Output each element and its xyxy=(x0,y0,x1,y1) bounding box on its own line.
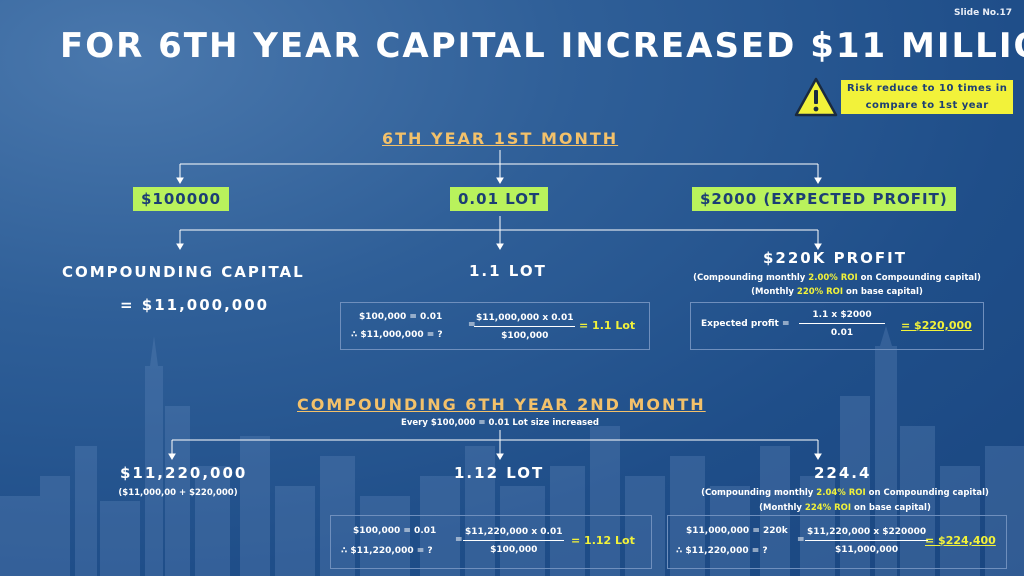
calc-equals: = xyxy=(455,535,463,545)
section1-lot-calculation: $100,000 = 0.01 ∴ $11,000,000 = ? = $11,… xyxy=(340,302,650,350)
fraction-numerator: $11,000,000 x 0.01 xyxy=(474,313,576,327)
warning-icon xyxy=(794,77,838,117)
text: on base capital) xyxy=(843,287,923,297)
calc-result: = 1.1 Lot xyxy=(579,319,636,332)
text: (Monthly xyxy=(759,503,805,513)
section1-profit-line1: (Compounding monthly 2.00% ROI on Compou… xyxy=(690,273,984,283)
text: on Compounding capital) xyxy=(857,273,981,283)
risk-note-line1: Risk reduce to 10 times in xyxy=(847,83,1008,94)
fraction-numerator: $11,220,000 x 0.01 xyxy=(463,527,565,541)
calc-fraction: $11,220,000 x 0.01 $100,000 xyxy=(463,527,565,555)
calc-label: Expected profit = xyxy=(701,319,790,329)
capital-box: $100000 xyxy=(133,187,230,211)
page-title: FOR 6TH YEAR CAPITAL INCREASED $11 MILLI… xyxy=(60,26,1024,66)
calc-line2: ∴ $11,000,000 = ? xyxy=(351,330,443,340)
section2-heading: COMPOUNDING 6TH YEAR 2ND MONTH xyxy=(297,395,706,414)
slide-number: Slide No.17 xyxy=(954,8,1012,18)
risk-note-line2: compare to 1st year xyxy=(865,100,989,111)
calc-fraction: $11,000,000 x 0.01 $100,000 xyxy=(474,313,576,341)
section1-profit-title: $220K PROFIT xyxy=(763,249,907,267)
calc-line1: $11,000,000 = 220k xyxy=(686,526,788,536)
roi-highlight: 224% ROI xyxy=(804,503,852,513)
calc-line2: ∴ $11,220,000 = ? xyxy=(341,546,433,556)
text: (Monthly xyxy=(751,287,797,297)
section2-capital-note: ($11,000,00 + $220,000) xyxy=(118,488,238,498)
fraction-numerator: 1.1 x $2000 xyxy=(799,310,885,324)
section2-lot-calculation: $100,000 = 0.01 ∴ $11,220,000 = ? = $11,… xyxy=(330,515,652,569)
calc-result: = 1.12 Lot xyxy=(571,534,635,547)
section2-profit-calculation: $11,000,000 = 220k ∴ $11,220,000 = ? = $… xyxy=(667,515,1007,569)
fraction-denominator: $100,000 xyxy=(490,545,538,555)
lot-box: 0.01 LOT xyxy=(450,187,549,211)
roi-highlight: 2.04% ROI xyxy=(816,488,866,498)
section1-lot: 1.1 LOT xyxy=(469,262,547,280)
section2-profit-line1: (Compounding monthly 2.04% ROI on Compou… xyxy=(670,488,1020,498)
calc-fraction: 1.1 x $2000 0.01 xyxy=(799,310,885,338)
compounding-capital-label: COMPOUNDING CAPITAL xyxy=(62,263,305,281)
calc-result: = $224,400 xyxy=(925,534,996,547)
section1-profit-line2: (Monthly 220% ROI on base capital) xyxy=(690,287,984,297)
calc-equals: = xyxy=(468,320,476,330)
calc-line1: $100,000 = 0.01 xyxy=(353,526,437,536)
calc-line2: ∴ $11,220,000 = ? xyxy=(676,546,768,556)
calc-fraction: $11,220,000 x $220000 $11,000,000 xyxy=(805,527,929,555)
text: (Compounding monthly xyxy=(701,488,817,498)
calc-equals: = xyxy=(797,535,805,545)
fraction-denominator: 0.01 xyxy=(830,328,854,338)
city-skyline-background xyxy=(0,326,1024,576)
section1-profit-calculation: Expected profit = 1.1 x $2000 0.01 = $22… xyxy=(690,302,984,350)
calc-result: = $220,000 xyxy=(901,319,972,332)
section2-capital: $11,220,000 xyxy=(120,464,248,482)
compounding-capital-value: = $11,000,000 xyxy=(120,296,270,314)
section2-lot: 1.12 LOT xyxy=(454,464,545,482)
calc-line1: $100,000 = 0.01 xyxy=(359,312,443,322)
fraction-denominator: $11,000,000 xyxy=(834,545,899,555)
text: on Compounding capital) xyxy=(865,488,989,498)
section1-heading: 6TH YEAR 1ST MONTH xyxy=(382,129,619,148)
section2-profit-line2: (Monthly 224% ROI on base capital) xyxy=(670,503,1020,513)
fraction-denominator: $100,000 xyxy=(501,331,549,341)
roi-highlight: 2.00% ROI xyxy=(808,273,858,283)
text: on base capital) xyxy=(851,503,931,513)
expected-profit-box: $2000 (EXPECTED PROFIT) xyxy=(692,187,956,211)
section2-profit: 224.4 xyxy=(814,464,872,482)
risk-note: Risk reduce to 10 times in compare to 1s… xyxy=(841,80,1014,114)
fraction-numerator: $11,220,000 x $220000 xyxy=(805,527,929,541)
section2-subtitle: Every $100,000 = 0.01 Lot size increased xyxy=(401,418,599,428)
roi-highlight: 220% ROI xyxy=(796,287,844,297)
text: (Compounding monthly xyxy=(693,273,809,283)
